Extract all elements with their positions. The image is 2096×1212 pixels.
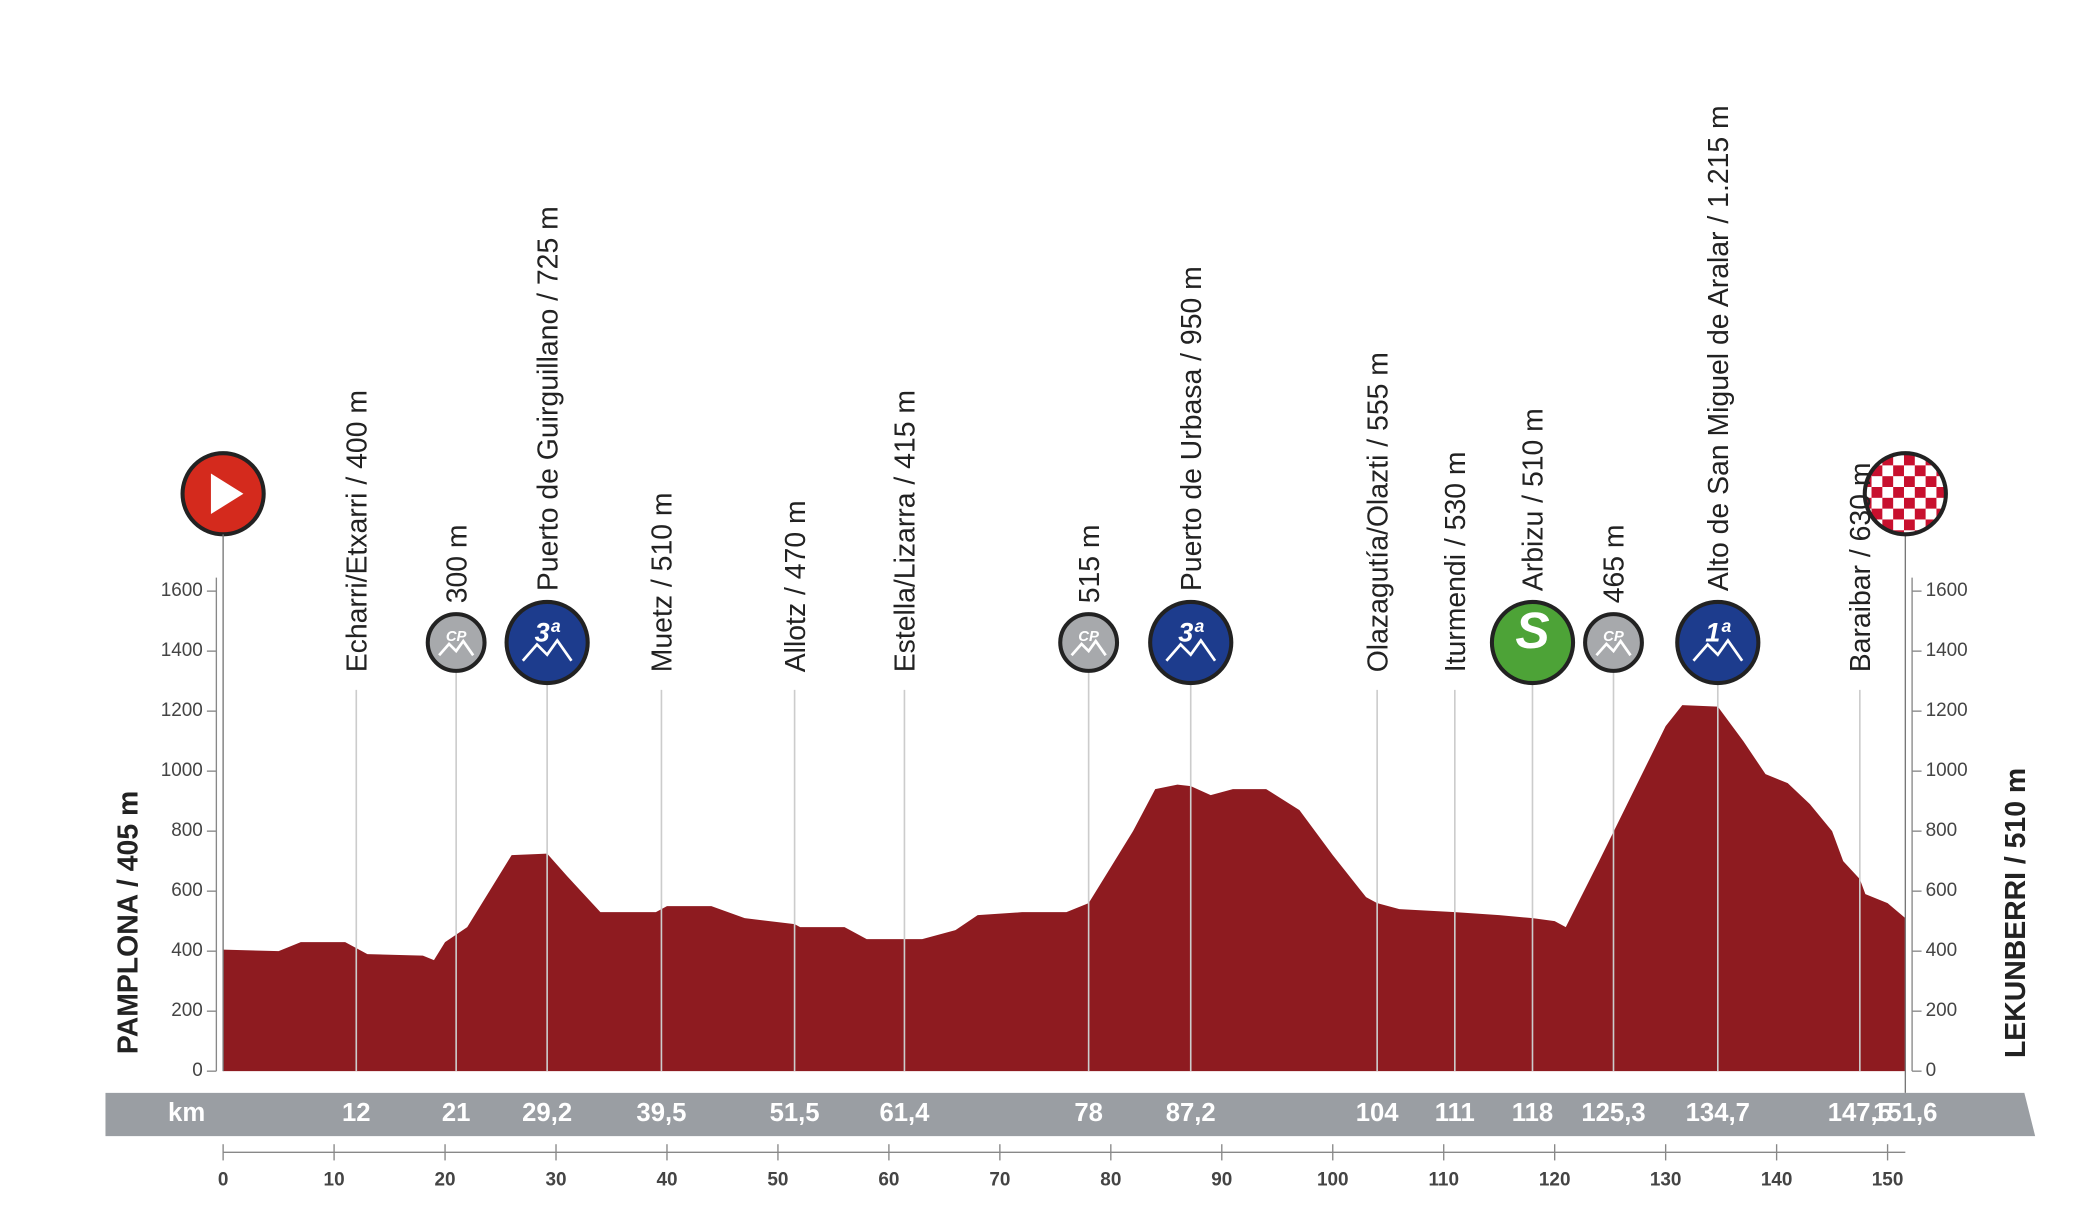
- x-tick-label: 150: [1872, 1170, 1904, 1191]
- x-tick-label: 60: [878, 1170, 899, 1191]
- waypoint-label: Estella/Lizarra / 415 m: [890, 390, 922, 672]
- x-tick-label: 10: [324, 1170, 345, 1191]
- badge: [504, 599, 590, 686]
- x-tick-label: 50: [767, 1170, 788, 1191]
- finish-marker: [1862, 451, 1948, 537]
- badge-label: CP: [1603, 629, 1624, 645]
- x-tick-label: 70: [989, 1170, 1010, 1191]
- km-marker-label: 147,5: [1828, 1099, 1892, 1127]
- waypoint-label: Alto de San Miguel de Aralar / 1.215 m: [1703, 105, 1735, 591]
- badge: [1583, 612, 1644, 673]
- waypoint-label: Allotz / 470 m: [780, 500, 812, 672]
- y-tick-label: 1200: [161, 700, 203, 721]
- y-tick-label: 800: [171, 820, 203, 841]
- x-tick-label: 140: [1761, 1170, 1793, 1191]
- y-tick-label: 200: [1926, 1000, 1958, 1021]
- y-tick-label: 1600: [1926, 580, 1968, 601]
- y-tick-label: 600: [1926, 880, 1958, 901]
- x-tick-label: 80: [1100, 1170, 1121, 1191]
- y-tick-label: 400: [1926, 940, 1958, 961]
- y-tick-label: 1600: [161, 580, 203, 601]
- y-tick-label: 1000: [1926, 760, 1968, 781]
- km-marker-label: 78: [1074, 1099, 1103, 1127]
- y-tick-label: 1400: [161, 640, 203, 661]
- finish-city: LEKUNBERRI / 510 m: [2000, 768, 2032, 1058]
- waypoint-label: Muetz / 510 m: [647, 492, 679, 672]
- waypoint-label: 300 m: [441, 524, 473, 603]
- badge-mountain: [521, 638, 573, 662]
- km-band: [105, 1092, 2036, 1137]
- start-city: PAMPLONA / 405 m: [112, 791, 144, 1054]
- badge: [1489, 599, 1576, 686]
- km-marker-label: 111: [1435, 1099, 1475, 1127]
- x-tick-label: 0: [218, 1170, 229, 1191]
- waypoint-label: Arbizu / 510 m: [1518, 408, 1550, 591]
- waypoint-label: Iturmendi / 530 m: [1440, 451, 1472, 672]
- y-tick-label: 1400: [1926, 640, 1968, 661]
- badge: [1058, 612, 1120, 673]
- waypoint-label: Baraibar / 630 m: [1845, 462, 1877, 672]
- x-tick-label: 90: [1211, 1170, 1232, 1191]
- waypoint-label: Olazagutía/Olazti / 555 m: [1362, 352, 1394, 672]
- elevation-profile: [223, 705, 1906, 1072]
- x-tick-label: 120: [1539, 1170, 1571, 1191]
- badge: [425, 612, 487, 673]
- x-tick-label: 130: [1650, 1170, 1682, 1191]
- badge-mountain: [1165, 638, 1217, 662]
- waypoint-label: Echarri/Etxarri / 400 m: [341, 390, 373, 672]
- km-marker-label: 151,6: [1873, 1099, 1937, 1127]
- y-tick-label: 200: [171, 1000, 203, 1021]
- badge: [1148, 599, 1234, 686]
- x-tick-label: 20: [435, 1170, 456, 1191]
- waypoint-label: 515 m: [1074, 524, 1106, 603]
- y-tick-label: 0: [192, 1060, 203, 1081]
- km-marker-label: 29,2: [522, 1099, 572, 1127]
- badge-mountain: [1692, 638, 1744, 662]
- waypoint-label: Puerto de Urbasa / 950 m: [1176, 266, 1208, 591]
- badge-mountain: [1595, 638, 1632, 657]
- badge-mountain: [438, 638, 475, 657]
- km-marker-label: 118: [1512, 1099, 1553, 1127]
- km-marker-label: 104: [1356, 1099, 1400, 1127]
- x-tick-label: 110: [1428, 1170, 1459, 1191]
- km-unit: km: [168, 1099, 205, 1127]
- waypoint-label: 465 m: [1599, 524, 1631, 603]
- km-marker-label: 51,5: [770, 1099, 820, 1127]
- y-tick-label: 600: [171, 880, 203, 901]
- badge: [1675, 599, 1761, 686]
- waypoint-label: Puerto de Guirguillano / 725 m: [532, 206, 564, 591]
- km-marker-label: 87,2: [1166, 1099, 1216, 1127]
- km-marker-label: 125,3: [1581, 1099, 1645, 1127]
- badge-label: S: [1515, 601, 1549, 659]
- y-tick-label: 1000: [161, 760, 203, 781]
- y-tick-label: 0: [1926, 1060, 1937, 1081]
- badge-mountain: [1070, 638, 1107, 657]
- km-marker-label: 134,7: [1686, 1099, 1750, 1127]
- start-arrow: [210, 473, 244, 515]
- x-tick-label: 40: [656, 1170, 677, 1191]
- badge-label: CP: [1078, 629, 1099, 645]
- y-tick-label: 400: [171, 940, 203, 961]
- y-tick-label: 800: [1926, 820, 1958, 841]
- km-marker-label: 12: [342, 1099, 371, 1127]
- badge-label: CP: [446, 629, 467, 645]
- x-tick-label: 30: [545, 1170, 566, 1191]
- y-tick-label: 1200: [1926, 700, 1968, 721]
- km-marker-label: 61,4: [879, 1099, 930, 1127]
- x-tick-label: 100: [1317, 1170, 1349, 1191]
- km-marker-label: 39,5: [636, 1099, 686, 1127]
- km-marker-label: 21: [442, 1099, 471, 1127]
